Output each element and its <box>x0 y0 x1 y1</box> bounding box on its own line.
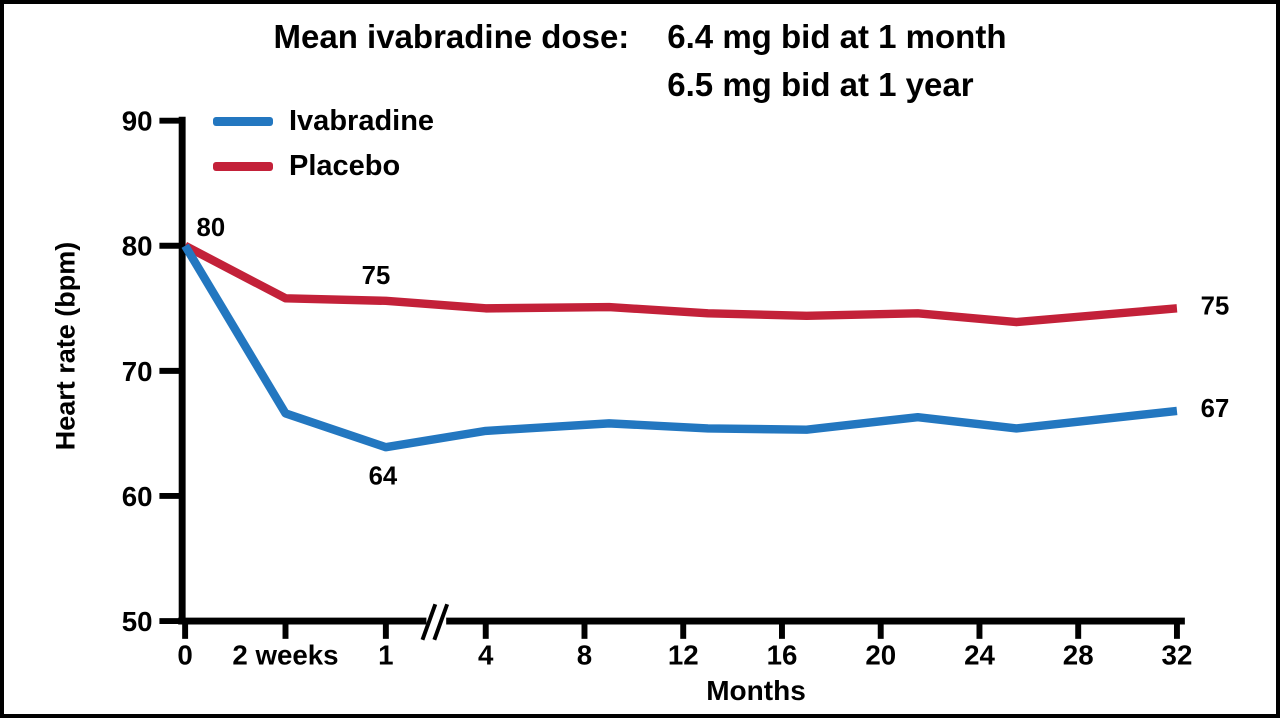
y-tick-label: 80 <box>122 231 153 262</box>
annotation-label: 67 <box>1201 395 1230 423</box>
placebo-line-swatch <box>213 162 273 171</box>
y-tick-label: 60 <box>122 481 153 512</box>
annotation-label: 64 <box>369 463 398 491</box>
series-line-placebo <box>183 242 1178 327</box>
series-line-ivabradine <box>181 243 1178 452</box>
x-tick-label: 32 <box>1162 640 1193 671</box>
y-axis-title: Heart rate (bpm) <box>50 241 81 451</box>
y-tick-label: 90 <box>122 106 153 137</box>
title-dose-line-2: 6.5 mg bid at 1 year <box>667 66 974 103</box>
legend-item-ivabradine: Ivabradine <box>213 99 434 144</box>
ivabradine-line-swatch <box>213 117 273 126</box>
chart-title: Mean ivabradine dose: 6.4 mg bid at 1 mo… <box>4 13 1276 109</box>
axis-break-slash <box>432 603 450 641</box>
x-tick-label: 28 <box>1063 640 1094 671</box>
x-tick-label: 1 <box>378 640 393 671</box>
x-tick-label: 4 <box>478 640 494 671</box>
annotation-label: 80 <box>197 214 226 242</box>
title-dose-line-1: 6.4 mg bid at 1 month <box>667 18 1007 55</box>
axis-break-slash <box>420 603 438 641</box>
x-axis-title: Months <box>706 675 806 706</box>
y-tick-label: 70 <box>122 356 153 387</box>
legend-label-ivabradine: Ivabradine <box>289 105 435 137</box>
x-tick-label: 8 <box>577 640 592 671</box>
x-tick-label: 24 <box>964 640 995 671</box>
y-tick-label: 50 <box>122 606 153 637</box>
annotation-label: 75 <box>1201 292 1230 320</box>
x-tick-label: 20 <box>865 640 896 671</box>
title-prefix: Mean ivabradine dose: <box>273 18 630 55</box>
x-tick-label: 2 weeks <box>232 640 338 671</box>
legend-label-placebo: Placebo <box>289 150 401 182</box>
x-tick-label: 16 <box>767 640 798 671</box>
x-tick-label: 0 <box>177 640 192 671</box>
title-doses: 6.4 mg bid at 1 month 6.5 mg bid at 1 ye… <box>667 13 1006 109</box>
x-tick-label: 12 <box>668 640 699 671</box>
plot-svg: 90 80 70 60 50 0 2 weeks 1 4 8 12 16 20 24 28 32 80 75 64 7… <box>122 106 1230 671</box>
legend: Ivabradine Placebo <box>213 99 434 189</box>
legend-item-placebo: Placebo <box>213 144 434 189</box>
annotation-label: 75 <box>362 262 391 290</box>
